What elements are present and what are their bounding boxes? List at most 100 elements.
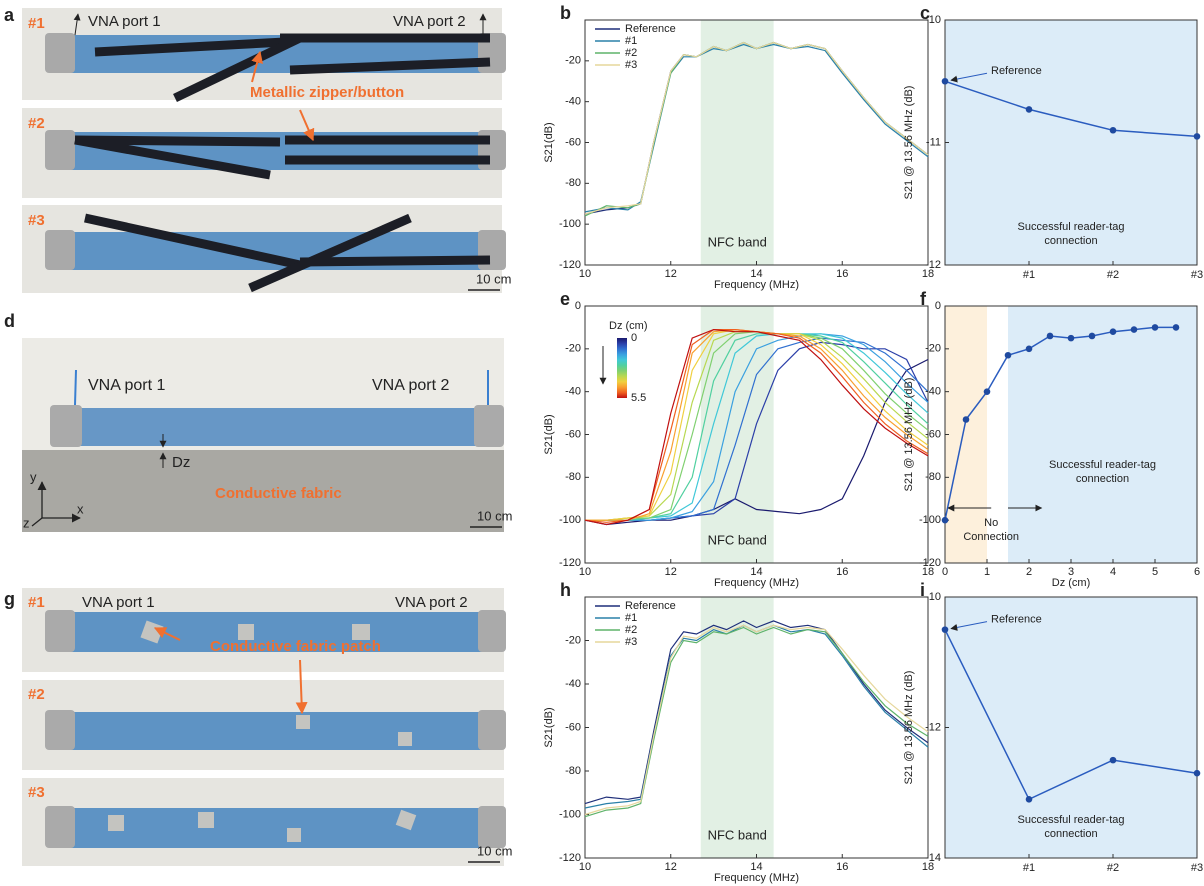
panel-label: b xyxy=(560,3,571,23)
x-tick-label: 10 xyxy=(579,268,591,280)
y-tick-label: -12 xyxy=(925,259,941,271)
marker xyxy=(941,626,949,633)
series-line xyxy=(584,358,929,526)
marker xyxy=(1130,326,1138,333)
y-tick-label: -60 xyxy=(565,428,581,440)
y-tick-label: -100 xyxy=(559,808,581,820)
legend-label: #1 xyxy=(625,612,637,624)
port-label: VNA port 2 xyxy=(395,594,468,611)
y-tick-label: -80 xyxy=(925,471,941,483)
x-tick-label: 4 xyxy=(1110,566,1116,578)
scale-label: 10 cm xyxy=(477,843,512,858)
note: Connection xyxy=(963,531,1019,543)
note: Successful reader-tag xyxy=(1049,459,1156,471)
legend-label: #1 xyxy=(625,35,637,47)
marker xyxy=(1151,324,1159,331)
y-axis-label: S21 @ 13.56 MHz (dB) xyxy=(903,378,915,492)
y-tick-label: -20 xyxy=(565,55,581,67)
x-tick-label: #2 xyxy=(1107,862,1119,874)
row-label: #3 xyxy=(28,784,45,801)
y-tick-label: -120 xyxy=(559,852,581,864)
axis-label: y xyxy=(30,469,37,484)
panel-label: c xyxy=(920,3,930,23)
note: connection xyxy=(1044,828,1097,840)
row-label: #1 xyxy=(28,594,45,611)
x-tick-label: #2 xyxy=(1107,269,1119,281)
band-label: NFC band xyxy=(708,532,767,547)
panel-label: i xyxy=(920,580,925,600)
x-tick-label: 6 xyxy=(1194,566,1200,578)
x-tick-label: 14 xyxy=(750,861,762,873)
x-axis-label: Dz (cm) xyxy=(1052,577,1091,589)
x-tick-label: #1 xyxy=(1023,269,1035,281)
y-tick-label: -14 xyxy=(925,852,941,864)
y-axis-label: S21(dB) xyxy=(543,707,555,747)
note: No xyxy=(984,517,998,529)
colorbar-tick-label: 5.5 xyxy=(631,392,646,404)
row-label: #1 xyxy=(28,15,45,32)
note: Successful reader-tag xyxy=(1018,221,1125,233)
colorbar-tick-label: 0 xyxy=(631,332,637,344)
port-label: VNA port 1 xyxy=(88,13,161,30)
y-tick-label: -80 xyxy=(565,177,581,189)
x-tick-label: 10 xyxy=(579,861,591,873)
x-tick-label: 16 xyxy=(836,566,848,578)
y-tick-label: -100 xyxy=(919,514,941,526)
legend-label: Reference xyxy=(625,23,676,35)
colorbar xyxy=(617,338,627,398)
callout: Conductive fabric xyxy=(215,485,342,502)
marker xyxy=(1004,351,1012,359)
y-tick-label: -20 xyxy=(565,343,581,355)
y-tick-label: -11 xyxy=(926,136,941,148)
marker xyxy=(1025,345,1033,353)
x-tick-label: 14 xyxy=(750,268,762,280)
marker xyxy=(1067,334,1075,342)
legend-label: #2 xyxy=(625,47,637,59)
marker xyxy=(1088,332,1096,340)
legend-label: #3 xyxy=(625,59,637,71)
marker xyxy=(941,77,949,85)
y-tick-label: -40 xyxy=(565,96,581,108)
series-line xyxy=(584,328,929,526)
y-tick-label: -100 xyxy=(559,218,581,230)
y-tick-label: 0 xyxy=(575,300,581,312)
y-axis-label: S21(dB) xyxy=(543,122,555,162)
x-tick-label: 10 xyxy=(579,566,591,578)
y-tick-label: -20 xyxy=(565,634,581,646)
x-tick-label: 2 xyxy=(1026,566,1032,578)
panel-label: h xyxy=(560,580,571,600)
marker xyxy=(962,416,970,423)
marker xyxy=(1109,756,1117,764)
band xyxy=(700,597,774,858)
row-label: #3 xyxy=(28,212,45,229)
x-tick-label: 1 xyxy=(984,566,990,578)
legend-label: #3 xyxy=(625,636,637,648)
panel-label: e xyxy=(560,289,570,309)
band-label: NFC band xyxy=(708,827,767,842)
y-tick-label: -80 xyxy=(565,765,581,777)
legend-label: #2 xyxy=(625,624,637,636)
annotation-arrow xyxy=(950,72,988,83)
x-tick-label: #1 xyxy=(1023,862,1035,874)
marker xyxy=(1109,126,1117,134)
scale-label: 10 cm xyxy=(477,508,512,523)
port-label: VNA port 1 xyxy=(82,594,155,611)
y-tick-label: -80 xyxy=(565,471,581,483)
y-tick-label: -40 xyxy=(925,386,941,398)
marker xyxy=(1193,133,1201,140)
series-line xyxy=(584,41,929,215)
series-line xyxy=(944,629,1198,801)
x-tick-label: 16 xyxy=(836,861,848,873)
series-line xyxy=(585,333,929,521)
y-tick-label: -100 xyxy=(559,514,581,526)
panel-label: g xyxy=(4,589,15,609)
axis-label: z xyxy=(23,515,30,530)
y-tick-label: -120 xyxy=(559,557,581,569)
marker xyxy=(1025,106,1033,113)
region xyxy=(1008,306,1197,563)
y-axis-label: S21 @ 13.56 MHz (dB) xyxy=(903,86,915,200)
marker xyxy=(1025,795,1033,803)
y-tick-label: -10 xyxy=(925,14,941,26)
plot-background xyxy=(945,597,1197,858)
series-line xyxy=(584,624,929,816)
